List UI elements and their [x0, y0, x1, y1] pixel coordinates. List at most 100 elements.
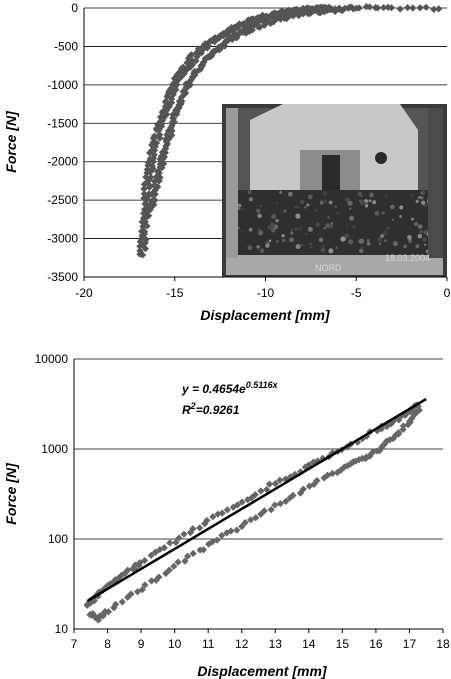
photo-gravel-stone: [410, 194, 414, 197]
photo-gravel-stone: [386, 226, 390, 230]
bottom-data-point: [156, 545, 164, 554]
photo-gravel-stone: [359, 238, 365, 244]
top-data-point: [326, 6, 334, 14]
top-ytick-label: -3500: [47, 270, 78, 284]
photo-gravel-stone: [247, 245, 253, 251]
photo-gravel-bed: [226, 190, 443, 255]
bottom-data-point: [405, 417, 414, 426]
photo-gravel-stone: [415, 244, 420, 249]
bottom-x-axis-label: Displacement [mm]: [197, 663, 327, 679]
top-data-point: [416, 4, 424, 12]
bottom-data-point: [151, 548, 160, 556]
photo-caption: NORD: [315, 263, 342, 273]
bottom-data-point: [310, 480, 318, 488]
photo-gravel-stone: [359, 194, 363, 198]
bottom-data-point: [271, 501, 279, 509]
bottom-data-point: [155, 573, 163, 581]
bottom-xtick-label: 9: [138, 637, 145, 651]
photo-gravel-stone: [417, 233, 423, 239]
photo-gravel-stone: [322, 190, 328, 197]
photo-gravel-stone: [275, 240, 279, 243]
bottom-data-point: [340, 463, 349, 471]
bottom-data-point: [223, 506, 231, 514]
photo-gravel-stone: [420, 190, 426, 196]
top-data-points: [136, 3, 443, 259]
photo-gravel-stone: [348, 239, 354, 245]
top-data-point: [177, 93, 186, 101]
bottom-chart: 10 100 1000 10000 7 8 9 10 11 12 13 14 15 16 17 18 y =…: [3, 352, 450, 679]
bottom-data-point: [122, 569, 130, 577]
photo-knob: [375, 152, 387, 164]
photo-gravel-stone: [240, 207, 244, 212]
bottom-data-point: [147, 577, 156, 585]
top-data-point: [140, 185, 148, 193]
bottom-data-point: [95, 588, 103, 596]
bottom-data-point: [238, 522, 246, 531]
photo-gravel-stone: [378, 236, 381, 240]
top-y-axis-label: Force [N]: [3, 110, 19, 173]
photo-gravel-stone: [294, 206, 297, 209]
photo-gravel-stone: [380, 233, 385, 238]
top-data-point: [136, 242, 144, 250]
bottom-data-point: [180, 530, 188, 538]
bottom-xtick-label: 16: [369, 637, 383, 651]
photo-gravel-stone: [359, 248, 364, 254]
bottom-data-point: [376, 447, 384, 455]
top-ytick-label: 0: [71, 1, 78, 15]
photo-gravel-stone: [328, 248, 334, 254]
top-x-axis-label: Displacement [mm]: [200, 307, 330, 323]
bottom-data-point: [252, 514, 260, 522]
bottom-data-point: [104, 608, 113, 616]
top-data-point: [285, 12, 294, 20]
bottom-data-point: [276, 476, 284, 484]
top-data-point: [206, 53, 215, 61]
photo-gravel-stone: [307, 226, 313, 232]
photo-gravel-stone: [340, 236, 346, 242]
photo-gravel-stone: [360, 200, 366, 206]
photo-gravel-stone: [349, 215, 355, 221]
top-data-point: [282, 15, 291, 23]
top-data-point: [139, 214, 148, 222]
top-xtick-label: -20: [75, 286, 93, 300]
bottom-data-point: [411, 409, 419, 417]
top-data-point: [366, 3, 374, 11]
photo-gravel-stone: [403, 244, 407, 249]
photo-gravel-stone: [422, 237, 427, 242]
top-data-point: [276, 15, 285, 23]
top-data-point: [299, 10, 307, 18]
bottom-data-point: [319, 454, 327, 462]
photo-gravel-stone: [369, 192, 374, 198]
top-data-point: [140, 205, 149, 214]
top-data-point: [379, 3, 388, 12]
photo-date: 18.03.2004: [385, 253, 430, 263]
photo-gravel-stone: [372, 200, 377, 205]
photo-gravel-stone: [290, 228, 293, 232]
bottom-ytick-labels: 10 100 1000 10000: [35, 352, 69, 636]
photo-gravel-stone: [325, 223, 331, 229]
top-data-point: [267, 12, 275, 21]
photo-gravel-stone: [295, 244, 301, 250]
top-data-point: [293, 5, 301, 14]
photo-gravel-stone: [352, 225, 356, 229]
photo-gravel-stone: [295, 213, 301, 219]
top-data-point: [220, 29, 228, 37]
photo-gravel-stone: [257, 213, 262, 219]
top-data-point: [142, 235, 150, 244]
top-data-point: [430, 5, 438, 13]
photo-gravel-stone: [300, 244, 304, 247]
bottom-gridlines: [74, 358, 443, 630]
top-data-point: [204, 39, 212, 47]
bottom-data-point: [379, 442, 387, 450]
bottom-xtick-label: 11: [202, 637, 215, 651]
top-data-point: [256, 16, 264, 24]
top-data-point: [289, 12, 297, 20]
top-data-point: [279, 9, 287, 17]
top-data-point: [168, 131, 176, 139]
top-xtick-label: -10: [257, 286, 275, 300]
top-data-point: [167, 99, 176, 107]
top-data-point: [139, 223, 147, 231]
bottom-xtick-label: 12: [235, 637, 249, 651]
top-data-point: [269, 18, 278, 26]
photo-gravel-stone: [359, 199, 362, 203]
